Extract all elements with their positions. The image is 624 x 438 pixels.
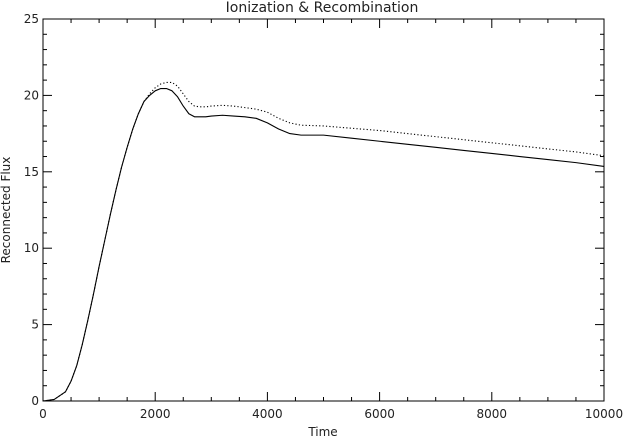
y-axis-label: Reconnected Flux xyxy=(0,157,13,264)
y-tick-label: 20 xyxy=(24,88,39,102)
y-tick-label: 15 xyxy=(24,165,39,179)
chart-title: Ionization & Recombination xyxy=(226,0,419,16)
x-tick-label: 4000 xyxy=(252,407,283,421)
y-tick-label: 10 xyxy=(24,241,39,255)
y-tick-label: 0 xyxy=(31,394,39,408)
x-tick-label: 6000 xyxy=(364,407,395,421)
y-tick-label: 5 xyxy=(31,318,39,332)
x-tick-label: 0 xyxy=(39,407,47,421)
x-tick-label: 10000 xyxy=(585,407,623,421)
y-tick-label: 25 xyxy=(24,12,39,26)
axis-ticks: 0 2000 4000 6000 8000 10000 0 5 10 15 20 25 xyxy=(24,12,623,421)
x-axis-label: Time xyxy=(307,425,337,438)
series-line-dotted xyxy=(42,81,605,402)
x-tick-label: 2000 xyxy=(140,407,171,421)
series-group xyxy=(42,81,605,402)
x-tick-label: 8000 xyxy=(477,407,508,421)
